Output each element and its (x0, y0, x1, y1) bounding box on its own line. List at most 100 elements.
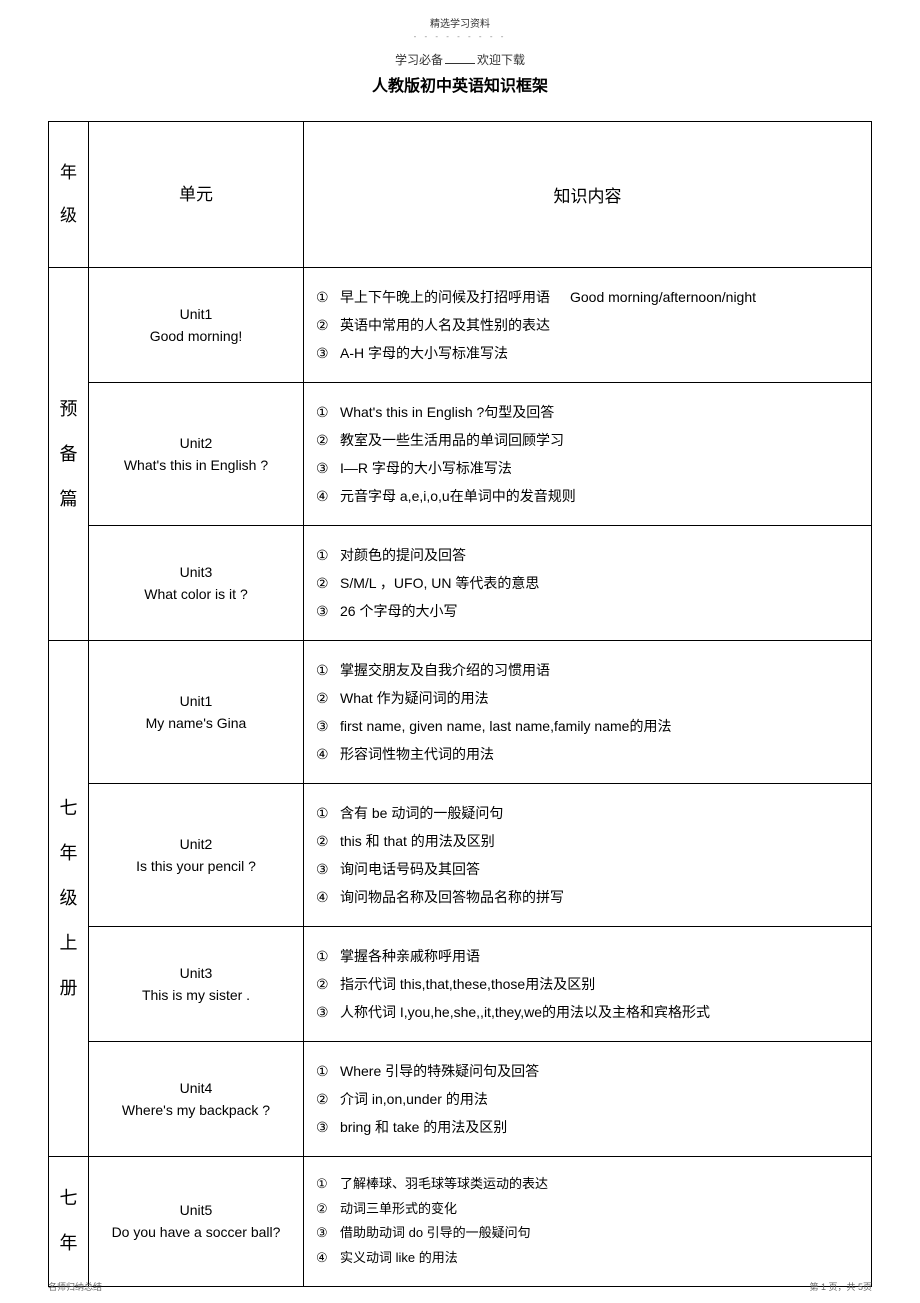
unit-subtitle: What's this in English ? (94, 454, 298, 476)
item-text: A-H 字母的大小写标准写法 (340, 339, 508, 367)
unit-subtitle: This is my sister . (94, 984, 298, 1006)
header-grade: 年级 (49, 122, 89, 268)
item-text: S/M/L ，UFO, UN 等代表的意思 (340, 569, 539, 597)
item-text: 英语中常用的人名及其性别的表达 (340, 311, 550, 339)
item-text: 动词三单形式的变化 (340, 1197, 457, 1222)
item-number: ③ (316, 1221, 340, 1246)
header-unit: 单元 (89, 122, 304, 268)
list-item: ②动词三单形式的变化 (316, 1197, 859, 1222)
header-grade-char1: 年 (60, 163, 77, 182)
item-text: 掌握各种亲戚称呼用语 (340, 942, 480, 970)
unit-cell: Unit1 Good morning! (89, 268, 304, 383)
table-row: Unit3 What color is it ? ①对颜色的提问及回答 ②S/M… (49, 526, 872, 641)
header-content: 知识内容 (304, 122, 872, 268)
item-number: ① (316, 1172, 340, 1197)
item-text: first name, given name, last name,family… (340, 712, 671, 740)
table-row: 七年级上册 Unit1 My name's Gina ①掌握交朋友及自我介绍的习… (49, 641, 872, 784)
unit-cell: Unit1 My name's Gina (89, 641, 304, 784)
footer-right: 第 1 页，共 5页 (809, 1280, 872, 1293)
content-cell: ①掌握交朋友及自我介绍的习惯用语 ②What 作为疑问词的用法 ③first n… (304, 641, 872, 784)
unit-title: Unit4 (94, 1077, 298, 1099)
item-text: I—R 字母的大小写标准写法 (340, 454, 512, 482)
unit-cell: Unit3 What color is it ? (89, 526, 304, 641)
item-text: What's this in English ?句型及回答 (340, 398, 554, 426)
content-cell: ①What's this in English ?句型及回答 ②教室及一些生活用… (304, 383, 872, 526)
list-item: ②this 和 that 的用法及区别 (316, 827, 859, 855)
item-text: this 和 that 的用法及区别 (340, 827, 495, 855)
unit-subtitle: What color is it ? (94, 583, 298, 605)
list-item: ②英语中常用的人名及其性别的表达 (316, 311, 859, 339)
item-number: ② (316, 569, 340, 597)
item-text: 人称代词 I,you,he,she,,it,they,we的用法以及主格和宾格形… (340, 998, 710, 1026)
list-item: ①早上下午晚上的问候及打招呼用语Good morning/afternoon/n… (316, 283, 859, 311)
item-number: ③ (316, 855, 340, 883)
item-text: 早上下午晚上的问候及打招呼用语 (340, 283, 550, 311)
item-text: 元音字母 a,e,i,o,u在单词中的发音规则 (340, 482, 576, 510)
content-cell: ①了解棒球、羽毛球等球类运动的表达 ②动词三单形式的变化 ③借助助动词 do 引… (304, 1157, 872, 1287)
list-item: ②教室及一些生活用品的单词回顾学习 (316, 426, 859, 454)
item-text: 形容词性物主代词的用法 (340, 740, 494, 768)
item-text: 询问物品名称及回答物品名称的拼写 (340, 883, 564, 911)
table-row: Unit2 What's this in English ? ①What's t… (49, 383, 872, 526)
content-cell: ①含有 be 动词的一般疑问句 ②this 和 that 的用法及区别 ③询问电… (304, 784, 872, 927)
item-number: ① (316, 541, 340, 569)
item-number: ③ (316, 597, 340, 625)
unit-title: Unit2 (94, 833, 298, 855)
list-item: ①含有 be 动词的一般疑问句 (316, 799, 859, 827)
list-item: ③人称代词 I,you,he,she,,it,they,we的用法以及主格和宾格… (316, 998, 859, 1026)
unit-title: Unit3 (94, 962, 298, 984)
item-number: ④ (316, 883, 340, 911)
grade-cell-prep: 预备篇 (49, 268, 89, 641)
item-text: 了解棒球、羽毛球等球类运动的表达 (340, 1172, 548, 1197)
item-number: ③ (316, 454, 340, 482)
item-text: 指示代词 this,that,these,those用法及区别 (340, 970, 595, 998)
list-item: ③bring 和 take 的用法及区别 (316, 1113, 859, 1141)
item-number: ② (316, 311, 340, 339)
list-item: ③询问电话号码及其回答 (316, 855, 859, 883)
content-cell: ①对颜色的提问及回答 ②S/M/L ，UFO, UN 等代表的意思 ③26 个字… (304, 526, 872, 641)
unit-cell: Unit5 Do you have a soccer ball? (89, 1157, 304, 1287)
unit-subtitle: Is this your pencil ? (94, 855, 298, 877)
item-text: 教室及一些生活用品的单词回顾学习 (340, 426, 564, 454)
item-number: ③ (316, 1113, 340, 1141)
list-item: ①了解棒球、羽毛球等球类运动的表达 (316, 1172, 859, 1197)
unit-title: Unit1 (94, 303, 298, 325)
item-text: 26 个字母的大小写 (340, 597, 457, 625)
table-row: 预备篇 Unit1 Good morning! ①早上下午晚上的问候及打招呼用语… (49, 268, 872, 383)
list-item: ④询问物品名称及回答物品名称的拼写 (316, 883, 859, 911)
item-number: ① (316, 1057, 340, 1085)
unit-title: Unit2 (94, 432, 298, 454)
table-row: Unit3 This is my sister . ①掌握各种亲戚称呼用语 ②指… (49, 927, 872, 1042)
list-item: ①掌握交朋友及自我介绍的习惯用语 (316, 656, 859, 684)
content-cell: ①Where 引导的特殊疑问句及回答 ②介词 in,on,under 的用法 ③… (304, 1042, 872, 1157)
list-item: ④实义动词 like 的用法 (316, 1246, 859, 1271)
grade-cell-grade7-partial: 七年 (49, 1157, 89, 1287)
unit-cell: Unit4 Where's my backpack ? (89, 1042, 304, 1157)
sub-header: 学习必备欢迎下载 (48, 51, 872, 68)
item-number: ④ (316, 1246, 340, 1271)
item-number: ① (316, 942, 340, 970)
list-item: ②指示代词 this,that,these,those用法及区别 (316, 970, 859, 998)
table-header-row: 年级 单元 知识内容 (49, 122, 872, 268)
list-item: ③借助助动词 do 引导的一般疑问句 (316, 1221, 859, 1246)
list-item: ③26 个字母的大小写 (316, 597, 859, 625)
header-dots: - - - - - - - - - (48, 32, 872, 41)
list-item: ①What's this in English ?句型及回答 (316, 398, 859, 426)
item-text: 掌握交朋友及自我介绍的习惯用语 (340, 656, 550, 684)
sub-header-underline (445, 63, 475, 64)
table-row: 七年 Unit5 Do you have a soccer ball? ①了解棒… (49, 1157, 872, 1287)
list-item: ②What 作为疑问词的用法 (316, 684, 859, 712)
item-text: Where 引导的特殊疑问句及回答 (340, 1057, 539, 1085)
item-extra: Good morning/afternoon/night (570, 283, 756, 311)
list-item: ①Where 引导的特殊疑问句及回答 (316, 1057, 859, 1085)
sub-header-prefix: 学习必备 (395, 53, 443, 67)
item-number: ② (316, 970, 340, 998)
unit-cell: Unit2 What's this in English ? (89, 383, 304, 526)
header-grade-char2: 级 (60, 206, 77, 225)
item-text: 询问电话号码及其回答 (340, 855, 480, 883)
list-item: ④元音字母 a,e,i,o,u在单词中的发音规则 (316, 482, 859, 510)
list-item: ④形容词性物主代词的用法 (316, 740, 859, 768)
list-item: ②介词 in,on,under 的用法 (316, 1085, 859, 1113)
item-number: ① (316, 398, 340, 426)
item-text: 实义动词 like 的用法 (340, 1246, 458, 1271)
